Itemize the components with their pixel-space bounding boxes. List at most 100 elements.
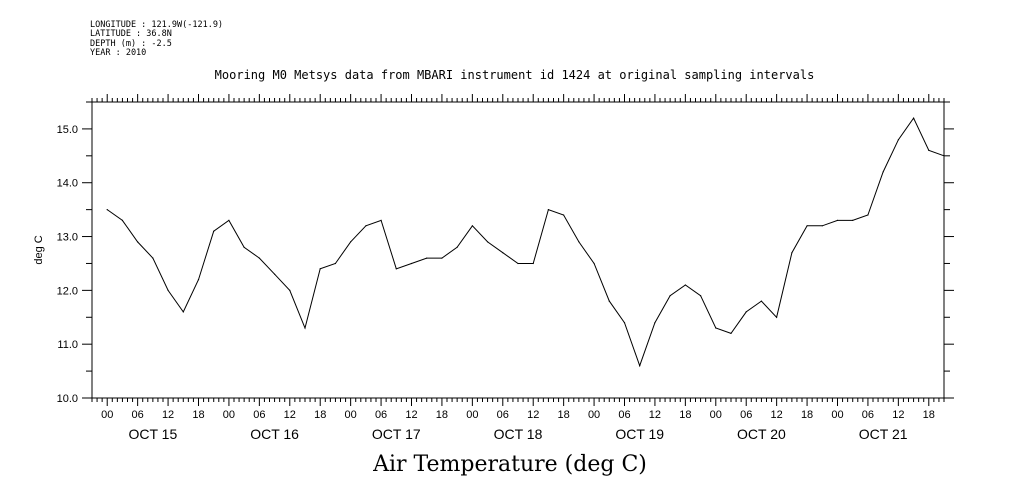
data-point (608, 300, 610, 302)
data-point (684, 284, 687, 286)
data-point (852, 219, 854, 221)
x-hour-tick-label: 00 (101, 409, 113, 421)
data-point (487, 241, 489, 243)
x-hour-tick-label: 00 (223, 409, 235, 421)
tick-labels: 00 06 12 18 00 06 12 18 00 06 12 18 00 06 12 18 00 06 12 18… (57, 124, 935, 442)
data-point (547, 209, 550, 211)
data-point (471, 225, 473, 227)
data-point (274, 273, 276, 275)
x-hour-tick-label: 12 (405, 409, 417, 421)
y-tick-label: 14.0 (57, 178, 78, 190)
x-hour-tick-label: 18 (558, 409, 570, 421)
data-point (258, 257, 260, 259)
data-point (532, 262, 534, 265)
y-tick-label: 11.0 (57, 339, 78, 351)
plot-frame (91, 101, 945, 399)
data-point (152, 257, 154, 259)
x-hour-tick-label: 18 (679, 409, 691, 421)
data-point (700, 295, 702, 297)
depth-text: DEPTH (m) : -2.5 (90, 38, 172, 49)
data-point (730, 332, 732, 334)
x-hour-tick-label: 06 (132, 409, 144, 421)
tick-marks (82, 94, 954, 406)
x-day-label: OCT 18 (494, 426, 543, 442)
year-text: YEAR : 2010 (90, 47, 147, 58)
x-day-label: OCT 19 (615, 426, 664, 442)
x-hour-tick-label: 12 (892, 409, 904, 421)
x-hour-tick-label: 18 (801, 409, 813, 421)
data-point (106, 209, 108, 211)
data-point (395, 268, 397, 270)
x-hour-tick-label: 00 (710, 409, 722, 421)
data-point (365, 225, 367, 227)
x-hour-tick-label: 12 (527, 409, 539, 421)
x-day-label: OCT 21 (859, 426, 908, 442)
x-hour-tick-label: 18 (192, 409, 204, 421)
data-point (243, 246, 245, 248)
data-point (167, 289, 169, 291)
data-point (517, 262, 519, 265)
x-hour-tick-label: 06 (862, 409, 874, 421)
x-hour-tick-label: 12 (162, 409, 174, 421)
data-point (715, 327, 717, 329)
data-point (882, 171, 884, 173)
data-point (197, 279, 200, 281)
x-hour-tick-label: 00 (466, 409, 478, 421)
x-hour-tick-label: 06 (375, 409, 387, 421)
data-point (441, 257, 443, 259)
data-point (639, 365, 641, 367)
x-day-label: OCT 15 (128, 426, 177, 442)
longitude-text: LONGITUDE : 121.9W(-121.9) (90, 20, 224, 30)
data-point (563, 214, 565, 216)
x-day-label: OCT 16 (250, 426, 299, 442)
x-hour-tick-label: 06 (253, 409, 265, 421)
data-point (654, 322, 656, 324)
data-point (380, 219, 382, 221)
air-temperature-series-line (106, 117, 945, 368)
data-point (593, 262, 595, 265)
y-tick-label: 13.0 (57, 232, 78, 244)
data-point (334, 262, 336, 265)
data-point (319, 268, 321, 270)
x-axis-label: Air Temperature (deg C) (373, 452, 647, 477)
data-point (623, 322, 626, 324)
data-point (213, 230, 215, 232)
x-hour-tick-label: 18 (923, 409, 935, 421)
data-point (791, 252, 793, 254)
x-hour-tick-label: 06 (618, 409, 630, 421)
x-day-label: OCT 20 (737, 426, 786, 442)
data-point (289, 289, 291, 291)
data-point (578, 241, 580, 243)
x-hour-tick-label: 18 (314, 409, 326, 421)
data-point (669, 295, 671, 297)
data-point (350, 241, 352, 243)
y-axis-label: deg C (33, 235, 45, 264)
data-point (776, 316, 778, 318)
data-point (745, 311, 747, 313)
data-point (456, 246, 458, 248)
metadata-block: LONGITUDE : 121.9W(-121.9) LATITUDE : 36… (90, 20, 224, 58)
chart-title: Mooring M0 Metsys data from MBARI instru… (214, 68, 815, 82)
data-point (426, 257, 428, 259)
data-point (228, 219, 230, 221)
data-point (410, 262, 413, 265)
x-hour-tick-label: 06 (497, 409, 509, 421)
x-hour-tick-label: 00 (588, 409, 600, 421)
y-tick-label: 12.0 (57, 285, 78, 297)
data-point (867, 214, 869, 216)
data-point (304, 327, 306, 329)
x-hour-tick-label: 00 (345, 409, 357, 421)
data-point (806, 225, 808, 227)
data-point (502, 252, 504, 254)
series-layer (106, 117, 945, 368)
x-hour-tick-label: 18 (436, 409, 448, 421)
x-hour-tick-label: 12 (649, 409, 661, 421)
data-point (913, 117, 915, 119)
x-hour-tick-label: 12 (284, 409, 296, 421)
data-point (897, 139, 900, 141)
data-point (821, 225, 823, 227)
x-day-label: OCT 17 (372, 426, 421, 442)
data-point (928, 149, 930, 151)
y-tick-label: 15.0 (57, 124, 78, 136)
